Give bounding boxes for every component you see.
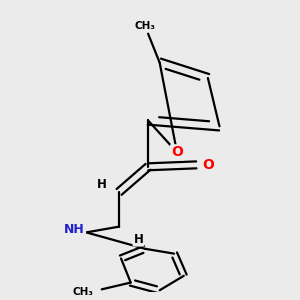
Text: O: O	[202, 158, 214, 172]
Text: CH₃: CH₃	[72, 287, 93, 297]
Text: H: H	[134, 233, 143, 246]
Text: CH₃: CH₃	[135, 21, 156, 31]
Text: H: H	[97, 178, 107, 191]
Text: O: O	[171, 145, 183, 159]
Text: NH: NH	[64, 223, 85, 236]
